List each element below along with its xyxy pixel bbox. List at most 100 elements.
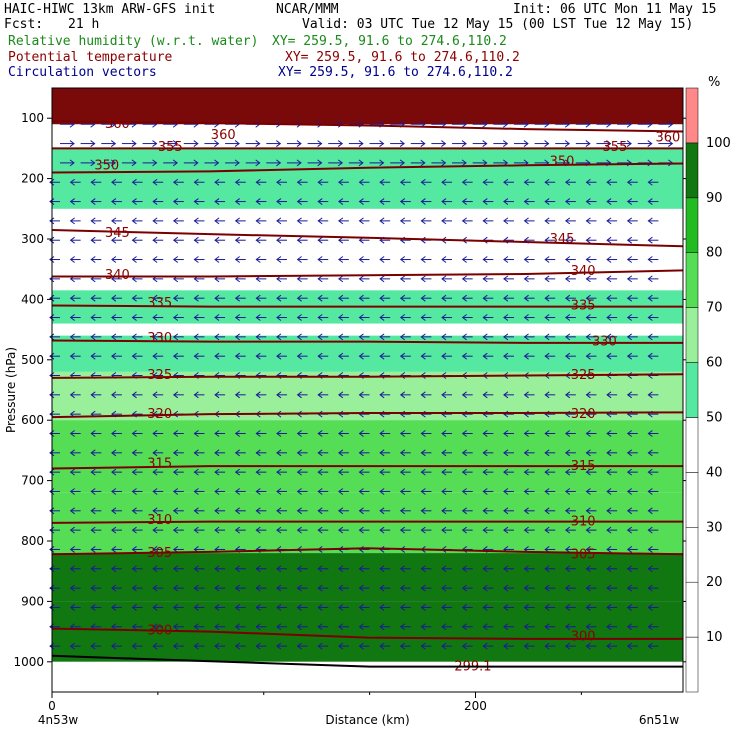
- circulation-vector-head: [626, 604, 633, 611]
- theta-contour-360: [51, 120, 684, 133]
- circulation-vector-head: [523, 507, 529, 515]
- circulation-vector-head: [606, 468, 612, 476]
- circulation-vector-head: [564, 565, 571, 573]
- circulation-vector-head: [255, 217, 261, 225]
- circulation-vector-head: [214, 391, 220, 399]
- circulation-vector-head: [523, 391, 529, 399]
- circulation-vector-head: [255, 565, 261, 573]
- circulation-vector-head: [482, 449, 488, 457]
- circulation-vector-head: [544, 217, 550, 225]
- circulation-vector-head: [214, 642, 220, 650]
- circulation-vector-head: [626, 314, 633, 321]
- rh-band-8: [52, 553, 683, 602]
- circulation-vector-head: [255, 623, 261, 631]
- circulation-vector-head: [90, 256, 96, 263]
- circulation-vector-head: [193, 642, 199, 650]
- circulation-vector-head: [441, 623, 447, 631]
- circulation-vector-head: [523, 488, 529, 495]
- y-tick-label: 500: [21, 353, 44, 367]
- circulation-vector-head: [69, 642, 75, 650]
- circulation-vector-head: [482, 333, 488, 341]
- terrain-line: [51, 654, 683, 668]
- circulation-vector-head: [296, 256, 302, 263]
- circulation-vector-head: [585, 314, 591, 321]
- circulation-vector-head: [90, 159, 96, 167]
- circulation-vector-head: [296, 159, 302, 167]
- circulation-vector-head: [90, 217, 96, 225]
- circulation-vector-head: [152, 584, 158, 592]
- circulation-vector-head: [420, 468, 426, 476]
- circulation-vector-head: [503, 352, 509, 360]
- circulation-vector-head: [338, 294, 344, 302]
- circulation-vector-head: [503, 488, 509, 495]
- circulation-vector-head: [214, 256, 220, 263]
- circulation-vector-head: [111, 565, 117, 573]
- circulation-vector-head: [131, 140, 137, 147]
- circulation-vector-head: [69, 565, 75, 573]
- circulation-vector-head: [234, 430, 240, 437]
- circulation-vector-head: [647, 642, 653, 650]
- theta-contour-335: [51, 304, 683, 308]
- circulation-vector-head: [358, 604, 364, 611]
- circulation-vector-head: [503, 178, 509, 186]
- circulation-vector-head: [441, 333, 447, 341]
- circulation-vector-head: [172, 159, 179, 167]
- circulation-vector-head: [482, 430, 488, 437]
- circulation-vector-head: [626, 294, 633, 302]
- circulation-vector-head: [544, 120, 550, 128]
- circulation-vector-head: [358, 449, 364, 457]
- circulation-vector-head: [193, 604, 199, 611]
- circulation-vector-head: [585, 333, 591, 341]
- circulation-vector-head: [152, 526, 158, 534]
- circulation-vector-head: [523, 140, 529, 147]
- circulation-vector-head: [255, 488, 261, 495]
- circulation-vector-head: [461, 275, 467, 283]
- circulation-vector-head: [338, 468, 344, 476]
- circulation-vector-head: [399, 488, 406, 495]
- y-tick-label: 200: [21, 172, 44, 186]
- circulation-vector-head: [626, 642, 633, 650]
- circulation-vector-head: [214, 314, 220, 321]
- circulation-vector-head: [255, 314, 261, 321]
- circulation-vector-head: [131, 159, 137, 167]
- circulation-vector-head: [69, 140, 75, 147]
- circulation-vector-head: [379, 256, 385, 263]
- circulation-vector-head: [647, 352, 653, 360]
- circulation-vector-head: [358, 159, 364, 167]
- circulation-vector-head: [276, 159, 282, 167]
- circulation-vector-head: [296, 488, 302, 495]
- circulation-vector-head: [152, 217, 158, 225]
- circulation-vector-head: [214, 565, 220, 573]
- colorbar-unit: %: [708, 75, 720, 90]
- circulation-vector-head: [111, 236, 117, 244]
- circulation-vector-head: [296, 391, 302, 399]
- circulation-vector-head: [606, 352, 612, 360]
- circulation-vector-head: [214, 294, 220, 302]
- circulation-vector-head: [193, 565, 199, 573]
- circulation-vector-head: [255, 352, 261, 360]
- circulation-vector-head: [647, 314, 653, 321]
- circulation-vector-head: [296, 294, 302, 302]
- colorbar-label: 90: [706, 191, 723, 206]
- circulation-vector-head: [111, 488, 117, 495]
- circulation-vector-head: [317, 236, 323, 244]
- circulation-vector-head: [523, 275, 529, 283]
- circulation-vector-head: [111, 294, 117, 302]
- circulation-vector-head: [69, 488, 75, 495]
- circulation-vector-head: [606, 256, 612, 263]
- circulation-vector-head: [503, 468, 509, 476]
- circulation-vector-head: [441, 584, 447, 592]
- circulation-vector-head: [647, 604, 653, 611]
- circulation-vector-head: [503, 623, 509, 631]
- circulation-vector-head: [441, 565, 447, 573]
- circulation-vector-head: [214, 584, 220, 592]
- circulation-vector-head: [193, 314, 199, 321]
- circulation-vector-head: [399, 449, 406, 457]
- circulation-vector-head: [255, 449, 261, 457]
- circulation-vector-head: [379, 352, 385, 360]
- circulation-vector-head: [234, 333, 240, 341]
- circulation-vector-head: [69, 391, 75, 399]
- circulation-vector-head: [564, 623, 571, 631]
- theta-label-335: 335: [147, 296, 172, 311]
- y-axis-label: Pressure (hPa): [4, 347, 18, 433]
